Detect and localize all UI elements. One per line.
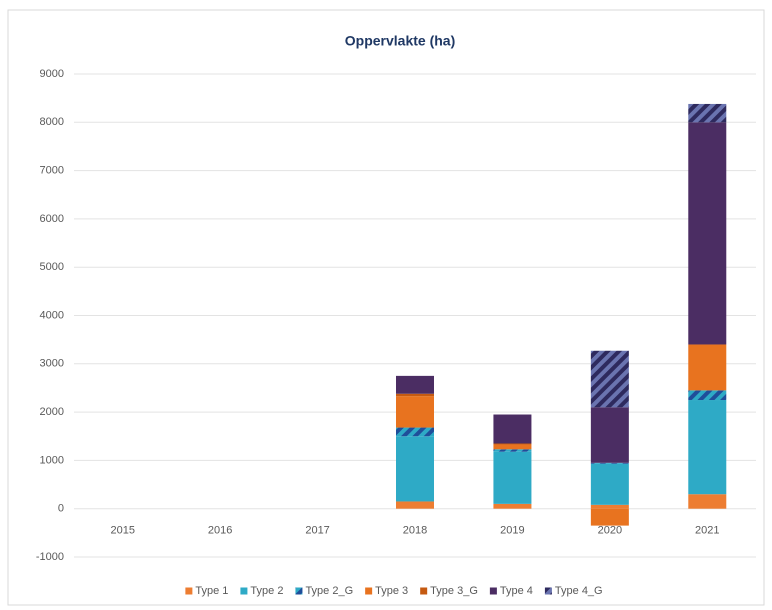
bar-segment bbox=[396, 436, 434, 502]
x-tick-label: 2017 bbox=[305, 525, 329, 537]
bar-segment bbox=[688, 390, 727, 401]
x-tick-label: 2015 bbox=[110, 525, 134, 537]
legend-swatch bbox=[365, 587, 373, 595]
legend-swatch bbox=[240, 587, 248, 595]
legend-label: Type 4_G bbox=[555, 585, 603, 597]
y-tick-label: 9000 bbox=[40, 68, 64, 80]
y-tick-label: 4000 bbox=[40, 309, 64, 321]
bar-segment bbox=[493, 444, 532, 450]
legend-swatch bbox=[295, 587, 303, 595]
y-tick-label: -1000 bbox=[36, 551, 64, 563]
legend-label: Type 4 bbox=[500, 585, 533, 597]
y-tick-label: 7000 bbox=[40, 165, 64, 177]
y-tick-label: 2000 bbox=[40, 406, 64, 418]
y-tick-label: 1000 bbox=[40, 454, 64, 466]
legend-swatch bbox=[489, 587, 497, 595]
bar-segment bbox=[688, 494, 727, 509]
y-tick-label: 5000 bbox=[40, 261, 64, 273]
legend-swatch bbox=[420, 587, 428, 595]
bar-segment bbox=[396, 375, 434, 394]
bar-segment bbox=[493, 449, 532, 452]
bar-segment bbox=[590, 350, 629, 408]
legend-label: Type 3 bbox=[375, 585, 408, 597]
legend: Type 1 Type 2 Type 2_G Type 3 Type 3_G Type 4… bbox=[185, 585, 603, 597]
legend-label: Type 3_G bbox=[430, 585, 478, 597]
bar-segment bbox=[688, 103, 727, 123]
y-tick-label: 3000 bbox=[40, 358, 64, 370]
x-tick-label: 2020 bbox=[598, 525, 622, 537]
bar-segment bbox=[396, 393, 434, 397]
y-tick-label: 6000 bbox=[40, 213, 64, 225]
bar-segment bbox=[590, 462, 629, 464]
bar-segment bbox=[396, 396, 434, 428]
bar-segment bbox=[590, 463, 629, 505]
x-tick-label: 2016 bbox=[208, 525, 232, 537]
bar-segment bbox=[493, 414, 532, 444]
x-tick-label: 2018 bbox=[403, 525, 427, 537]
bar-segment bbox=[493, 503, 532, 509]
x-tick-label: 2021 bbox=[695, 525, 719, 537]
legend-label: Type 2_G bbox=[305, 585, 353, 597]
x-tick-label: 2019 bbox=[500, 525, 524, 537]
bar-segment bbox=[396, 427, 434, 437]
bar-segment bbox=[688, 122, 727, 345]
legend-swatch bbox=[544, 587, 552, 595]
y-tick-label: 8000 bbox=[40, 116, 64, 128]
legend-swatch bbox=[185, 587, 193, 595]
legend-label: Type 1 bbox=[195, 585, 228, 597]
bar-segment bbox=[493, 451, 532, 504]
legend-label: Type 2 bbox=[250, 585, 283, 597]
bar-segment bbox=[688, 400, 727, 495]
bar-segment bbox=[590, 504, 629, 509]
chart-frame bbox=[7, 9, 765, 606]
bar-segment bbox=[688, 344, 727, 391]
bar-segment bbox=[590, 508, 629, 526]
bar-segment bbox=[590, 407, 629, 463]
chart-title: Oppervlakte (ha) bbox=[345, 33, 455, 49]
bar-segment bbox=[396, 501, 434, 509]
y-tick-label: 0 bbox=[58, 503, 64, 515]
bar-segment bbox=[493, 443, 532, 445]
